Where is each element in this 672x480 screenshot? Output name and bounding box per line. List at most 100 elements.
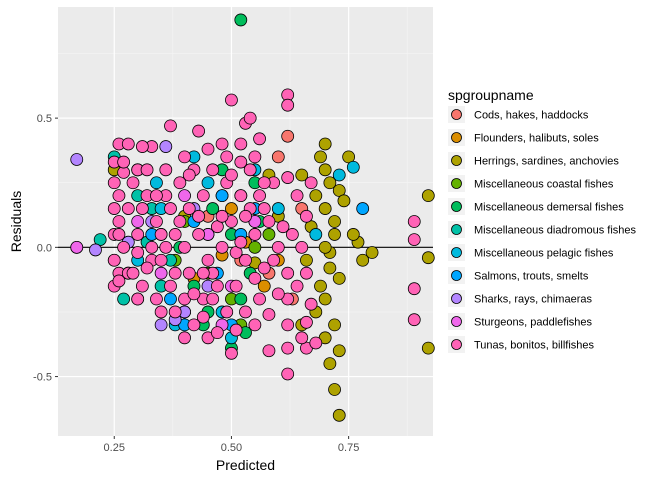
- data-point: [131, 292, 145, 306]
- data-point: [164, 119, 177, 133]
- data-point: [159, 163, 173, 177]
- data-point: [225, 346, 238, 360]
- data-point: [178, 240, 191, 254]
- legend-item: Cods, hakes, haddocks: [448, 106, 589, 123]
- data-point: [243, 111, 257, 125]
- data-point: [300, 209, 313, 223]
- data-point: [281, 98, 295, 112]
- data-point: [337, 194, 351, 208]
- y-axis-title: Residuals: [8, 191, 24, 252]
- y-tick-label: 0.5: [37, 113, 52, 125]
- data-point: [304, 176, 318, 190]
- legend-label: Sturgeons, paddlefishes: [474, 317, 593, 329]
- data-point: [421, 251, 435, 265]
- data-point: [323, 357, 337, 371]
- data-point: [276, 220, 290, 234]
- legend-item: Sharks, rays, chimaeras: [448, 290, 592, 307]
- legend-label: Miscellaneous coastal fishes: [474, 179, 614, 191]
- data-point: [121, 202, 135, 215]
- data-point: [365, 246, 379, 259]
- data-point: [243, 163, 257, 177]
- data-point: [164, 202, 177, 215]
- data-point: [220, 150, 234, 164]
- data-point: [239, 209, 252, 223]
- data-point: [225, 202, 238, 215]
- data-point: [328, 318, 341, 332]
- data-point: [323, 176, 337, 190]
- data-point: [131, 228, 145, 241]
- legend-items: Cods, hakes, haddocks Flounders, halibuts…: [448, 106, 637, 353]
- data-point: [300, 315, 313, 329]
- data-point: [229, 323, 243, 337]
- data-point: [356, 253, 370, 267]
- data-point: [201, 253, 215, 267]
- legend-key: [451, 316, 462, 327]
- data-point: [196, 310, 210, 324]
- points-layer: [70, 13, 435, 422]
- data-point: [332, 344, 346, 358]
- y-tick-label: -0.5: [33, 372, 52, 384]
- data-point: [140, 163, 154, 177]
- data-point: [135, 140, 149, 153]
- data-point: [281, 318, 295, 332]
- data-point: [314, 279, 327, 293]
- data-point: [407, 233, 421, 246]
- data-point: [328, 215, 341, 228]
- data-point: [239, 253, 252, 267]
- data-point: [262, 215, 276, 228]
- data-point: [421, 341, 435, 355]
- data-point: [290, 189, 304, 203]
- data-point: [234, 189, 248, 203]
- data-point: [234, 13, 248, 27]
- data-point: [117, 155, 131, 169]
- data-point: [248, 228, 262, 241]
- data-point: [159, 140, 173, 153]
- data-point: [196, 189, 210, 203]
- data-point: [248, 271, 262, 285]
- data-point: [229, 279, 243, 293]
- data-point: [262, 308, 276, 321]
- data-point: [168, 305, 182, 319]
- data-point: [112, 215, 126, 228]
- data-point: [323, 261, 337, 275]
- data-point: [300, 253, 313, 267]
- x-axis-ticks: 0.25 0.50 0.75: [104, 436, 359, 454]
- data-point: [70, 240, 84, 254]
- data-point: [112, 189, 126, 203]
- data-point: [164, 292, 177, 306]
- legend-item: Sturgeons, paddlefishes: [448, 313, 593, 330]
- data-point: [135, 279, 149, 293]
- data-point: [154, 318, 168, 332]
- data-point: [248, 240, 262, 254]
- legend-label: Miscellaneous demersal fishes: [474, 202, 624, 214]
- data-point: [107, 176, 121, 190]
- legend-label: Sharks, rays, chimaeras: [474, 294, 592, 306]
- data-point: [178, 331, 191, 345]
- data-point: [220, 305, 234, 319]
- data-point: [173, 176, 187, 190]
- data-point: [253, 292, 266, 306]
- data-point: [154, 253, 168, 267]
- legend-key: [451, 224, 462, 235]
- data-point: [285, 228, 299, 241]
- data-point: [187, 318, 201, 332]
- data-point: [117, 292, 131, 306]
- data-point: [178, 189, 191, 203]
- data-point: [318, 163, 332, 177]
- x-tick-label: 0.25: [104, 442, 125, 454]
- data-point: [295, 331, 309, 345]
- data-point: [271, 202, 285, 215]
- data-point: [318, 240, 332, 254]
- legend-label: Cods, hakes, haddocks: [474, 110, 589, 122]
- data-point: [318, 202, 332, 215]
- data-point: [262, 344, 276, 358]
- data-point: [304, 297, 318, 311]
- data-point: [253, 189, 266, 203]
- data-point: [126, 266, 140, 280]
- data-point: [164, 279, 177, 293]
- data-point: [248, 318, 262, 332]
- series-group: [107, 88, 421, 381]
- legend-key: [451, 339, 462, 350]
- legend-item: Miscellaneous pelagic fishes: [448, 244, 614, 261]
